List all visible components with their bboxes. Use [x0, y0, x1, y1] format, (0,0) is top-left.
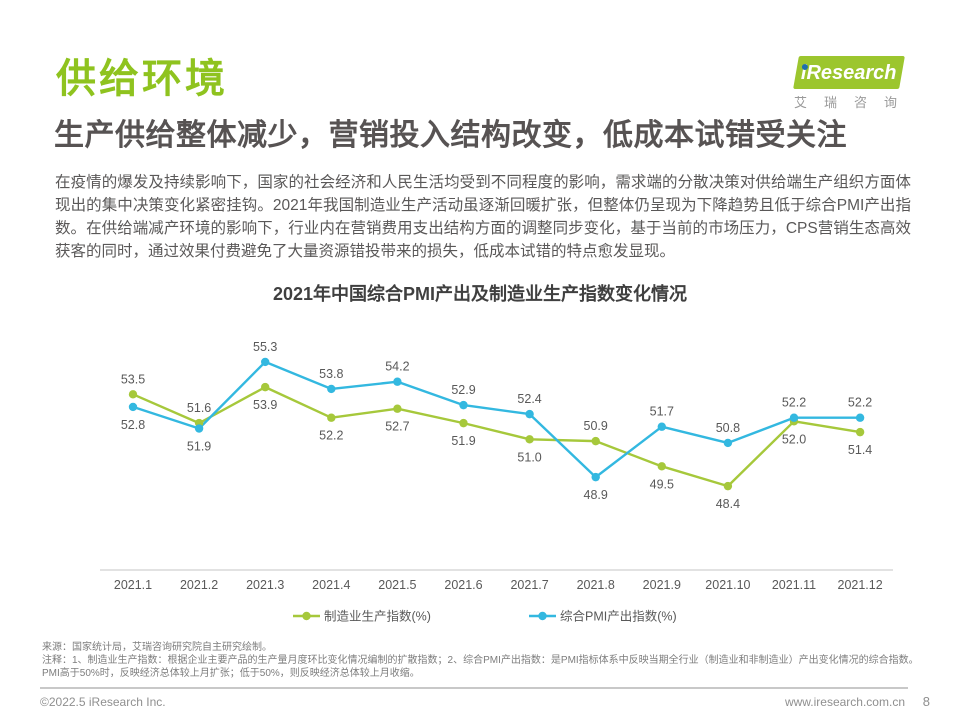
chart-point-1: [393, 377, 402, 386]
x-axis-label: 2021.5: [378, 578, 416, 592]
data-label: 51.6: [187, 401, 211, 415]
data-label: 48.4: [716, 497, 740, 511]
chart-point-1: [459, 400, 468, 410]
data-label: 52.4: [517, 392, 541, 406]
chart-point-0: [525, 435, 534, 444]
source-note: 来源：国家统计局，艾瑞咨询研究院自主研究绘制。: [42, 642, 272, 653]
brand-name: iResearch: [801, 61, 897, 84]
x-axis-label: 2021.10: [705, 578, 750, 592]
legend-dot-icon: [302, 611, 311, 621]
body-paragraph: 在疫情的爆发及持续影响下，国家的社会经济和人民生活均受到不同程度的影响，需求端的…: [55, 174, 911, 260]
chart-point-0: [261, 382, 270, 392]
page-title: 生产供给整体减少，营销投入结构改变，低成本试错受关注: [54, 119, 847, 152]
chart-point-1: [657, 422, 666, 431]
legend-label: 制造业生产指数(%): [324, 609, 431, 624]
x-axis-label: 2021.1: [114, 578, 152, 592]
chart-point-1: [723, 438, 733, 448]
x-axis-label: 2021.4: [312, 578, 350, 592]
footnotes: 来源：国家统计局，艾瑞咨询研究院自主研究绘制。 注释：1、制造业生产指数：根据企…: [42, 641, 920, 680]
website-link[interactable]: www.iresearch.com.cn: [784, 695, 905, 709]
data-label: 53.9: [253, 398, 277, 412]
legend-label: 综合PMI产出指数(%): [560, 609, 677, 624]
data-label: 51.7: [650, 405, 674, 419]
data-label: 52.2: [782, 396, 806, 410]
chart-point-1: [128, 402, 138, 412]
x-axis-label: 2021.9: [643, 578, 681, 592]
chart-point-0: [459, 418, 468, 428]
chart-point-1: [194, 424, 204, 433]
chart-line-0: [132, 385, 861, 488]
page-number: 8: [922, 694, 930, 709]
data-label: 53.8: [319, 367, 343, 381]
chart-point-0: [128, 390, 138, 399]
iresearch-logo: iResearch: [793, 56, 905, 89]
chart-point-1: [261, 357, 270, 367]
iresearch-logo-text: iResearch: [801, 61, 897, 84]
footer-divider: [40, 687, 908, 689]
chart-line-1: [132, 360, 861, 479]
chart-point-1: [327, 384, 336, 394]
section-title: 供给环境: [56, 57, 228, 101]
chart-point-1: [525, 409, 534, 419]
data-label: 50.8: [716, 421, 740, 435]
chart-point-0: [327, 413, 336, 422]
data-label: 52.8: [121, 418, 145, 432]
x-axis-label: 2021.6: [444, 578, 482, 592]
chart-point-0: [393, 404, 402, 413]
chart-point-0: [723, 481, 733, 491]
annotation-note: 注释：1、制造业生产指数：根据企业主要产品的生产量月度环比变化情况编制的扩散指数…: [42, 655, 919, 679]
data-label: 52.9: [451, 383, 475, 397]
data-label: 54.2: [385, 360, 409, 374]
x-axis-label: 2021.11: [772, 578, 816, 592]
data-label: 51.4: [848, 443, 872, 457]
x-axis-label: 2021.12: [838, 578, 883, 592]
data-label: 52.2: [848, 396, 872, 410]
copyright-text: ©2022.5 iResearch Inc.: [40, 695, 166, 709]
x-axis-label: 2021.3: [246, 578, 284, 592]
legend-dot-icon: [538, 611, 547, 621]
data-label: 55.3: [253, 340, 277, 354]
pmi-line-chart: 53.5 52.8 2021.1 51.9 51.6 2021.2 53.9 55.3 2021…: [100, 340, 893, 624]
x-axis-label: 2021.8: [577, 578, 615, 592]
chart-point-0: [591, 436, 600, 446]
data-label: 51.9: [187, 440, 211, 454]
data-label: 48.9: [584, 488, 608, 502]
data-label: 49.5: [650, 477, 674, 491]
chart-point-1: [789, 413, 799, 422]
chart-point-0: [657, 462, 666, 471]
x-axis-label: 2021.2: [180, 578, 218, 592]
data-label: 51.0: [517, 450, 541, 464]
chart-point-1: [855, 413, 865, 422]
data-label: 52.2: [319, 429, 343, 443]
logo-subtext: 艾瑞咨询: [794, 95, 915, 110]
logo-i-dot-icon: [802, 63, 809, 70]
data-label: 51.9: [451, 434, 475, 448]
data-label: 52.7: [385, 420, 409, 434]
chart-point-1: [591, 472, 600, 482]
data-label: 53.5: [121, 372, 145, 386]
chart-title: 2021年中国综合PMI产出及制造业生产指数变化情况: [272, 284, 688, 304]
x-axis-label: 2021.7: [510, 578, 548, 592]
chart-point-0: [855, 427, 865, 437]
data-label: 50.9: [584, 419, 608, 433]
data-label: 52.0: [782, 432, 806, 446]
